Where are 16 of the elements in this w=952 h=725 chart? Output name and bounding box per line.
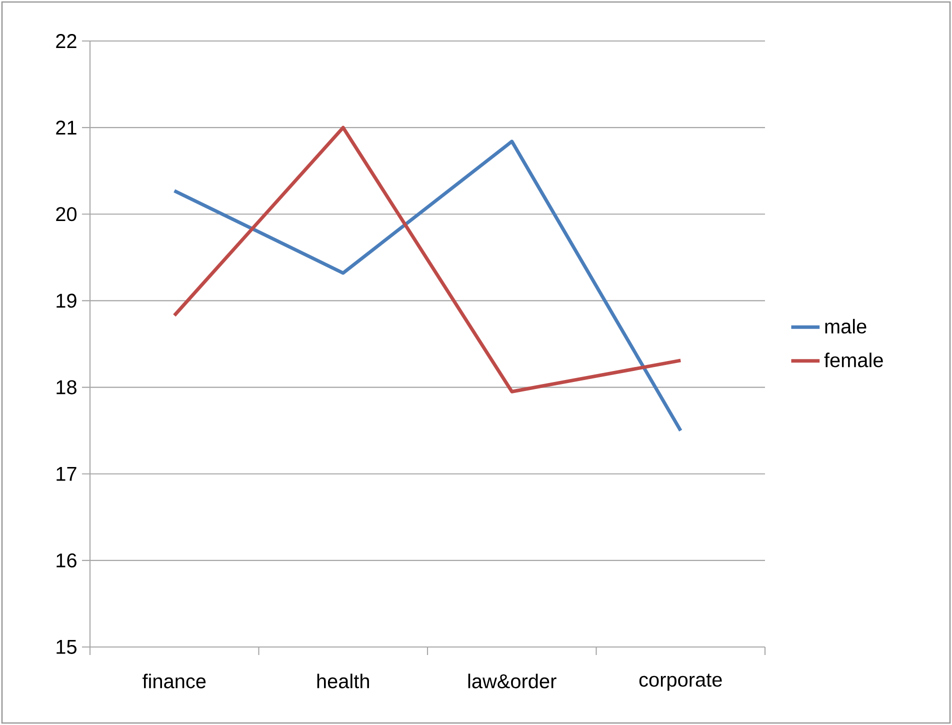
y-tick-label: 19 — [56, 294, 76, 308]
y-tick-label: 17 — [56, 467, 76, 481]
y-tick-label: 22 — [56, 34, 76, 48]
x-tick-label: health — [317, 674, 369, 688]
legend-label: male — [825, 318, 866, 334]
x-tick-label: law&order — [468, 674, 556, 688]
line-series — [172, 126, 682, 394]
y-tick-label: 21 — [56, 120, 76, 135]
y-tick-label: 20 — [56, 207, 77, 222]
line-series — [172, 140, 682, 432]
y-tick-label: 18 — [56, 380, 76, 394]
legend-label: female — [824, 352, 883, 368]
y-tick-label: 16 — [56, 553, 76, 568]
y-tick-label: 15 — [56, 640, 76, 654]
x-tick-label: corporate — [639, 674, 722, 691]
x-tick-label: finance — [142, 674, 206, 688]
